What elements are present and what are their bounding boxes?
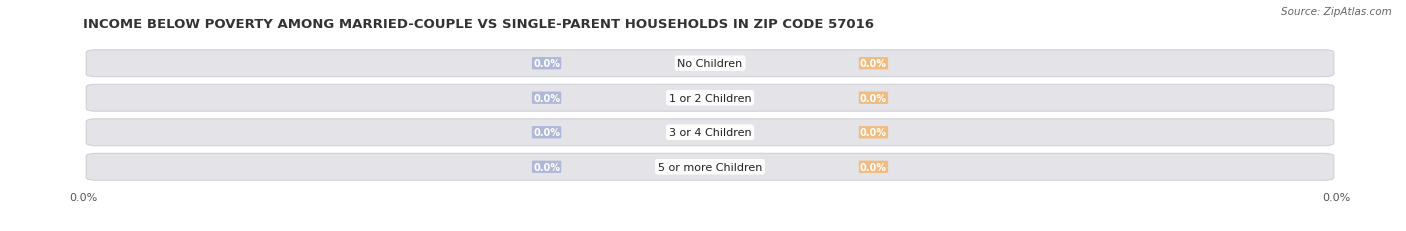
Text: Source: ZipAtlas.com: Source: ZipAtlas.com xyxy=(1281,7,1392,17)
Text: 5 or more Children: 5 or more Children xyxy=(658,162,762,172)
Text: 3 or 4 Children: 3 or 4 Children xyxy=(669,128,751,138)
Text: 0.0%: 0.0% xyxy=(533,59,560,69)
FancyBboxPatch shape xyxy=(86,154,1334,180)
Text: 0.0%: 0.0% xyxy=(533,162,560,172)
Text: 0.0%: 0.0% xyxy=(860,162,887,172)
Text: 0.0%: 0.0% xyxy=(533,93,560,103)
Text: 0.0%: 0.0% xyxy=(860,59,887,69)
Text: INCOME BELOW POVERTY AMONG MARRIED-COUPLE VS SINGLE-PARENT HOUSEHOLDS IN ZIP COD: INCOME BELOW POVERTY AMONG MARRIED-COUPL… xyxy=(83,18,875,31)
FancyBboxPatch shape xyxy=(86,85,1334,112)
Text: No Children: No Children xyxy=(678,59,742,69)
FancyBboxPatch shape xyxy=(86,119,1334,146)
Text: 0.0%: 0.0% xyxy=(860,128,887,138)
Text: 0.0%: 0.0% xyxy=(533,128,560,138)
Text: 1 or 2 Children: 1 or 2 Children xyxy=(669,93,751,103)
Text: 0.0%: 0.0% xyxy=(860,93,887,103)
FancyBboxPatch shape xyxy=(86,51,1334,77)
